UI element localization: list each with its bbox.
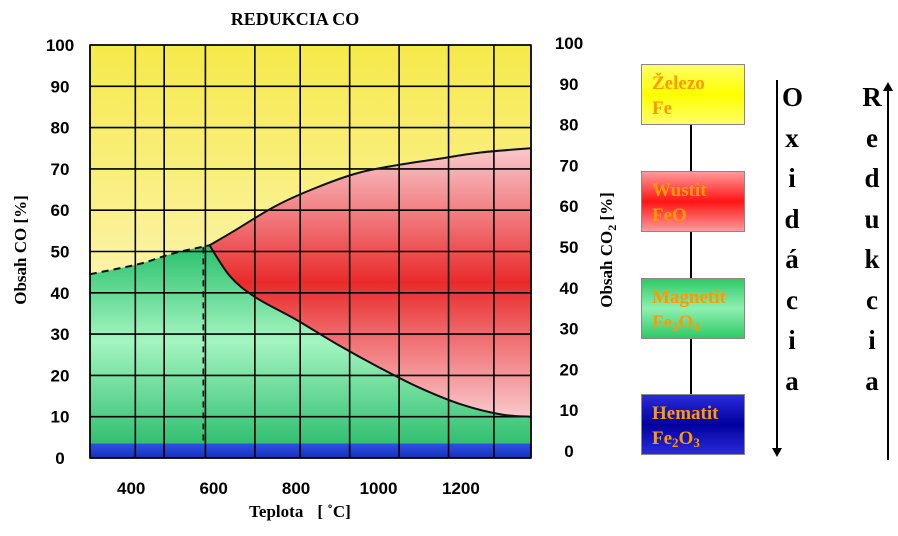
stage-name-zelezo: Železo xyxy=(652,73,705,94)
stage-box-zelezo: Železo Fe xyxy=(641,64,745,125)
oxidacia-letter: O xyxy=(782,82,804,112)
y-axis-right-label: Obsah CO2 [%] xyxy=(597,192,619,308)
stage-formula-fe: Fe xyxy=(652,98,673,119)
redukcia-letter: k xyxy=(864,244,880,274)
oxidacia-arrow-head xyxy=(772,448,782,457)
stage-name-magnetit: Magnetit xyxy=(652,287,726,308)
x-axis-title: Teplota xyxy=(249,502,304,521)
stage-box-wustit: Wustit FeO xyxy=(641,171,745,232)
stage-connector-line xyxy=(690,123,692,398)
y-tick-label: 100 xyxy=(46,36,74,55)
oxidacia-letter: x xyxy=(785,122,799,153)
y-right-tick-label: 0 xyxy=(564,442,573,461)
y-axis-right-unit: [%] xyxy=(597,192,616,225)
y-tick-label: 80 xyxy=(51,119,70,138)
y-axis-label: Obsah CO [%] xyxy=(11,195,30,305)
x-axis-label: Teplota [ ˚C] xyxy=(249,502,351,521)
region-magnetit xyxy=(90,245,531,458)
y-right-tick-label: 30 xyxy=(560,320,579,339)
y-axis-right-title: Obsah CO xyxy=(597,231,616,308)
formula-fe3o4-sub-4: 4 xyxy=(693,319,700,334)
redukcia-letter: c xyxy=(866,284,878,315)
plot-frame xyxy=(89,44,532,459)
y-tick-label: 90 xyxy=(51,77,70,96)
stage-formula-fe3o4: Fe3O4 xyxy=(652,313,700,333)
oxidacia-letter: c xyxy=(786,284,798,315)
formula-fe2o3-o: O xyxy=(678,428,694,449)
x-tick-label: 400 xyxy=(117,479,145,498)
redukcia-letter: u xyxy=(864,203,880,234)
redukcia-letter: e xyxy=(866,122,878,153)
redukcia-letter: i xyxy=(868,325,876,355)
y-tick-label: 60 xyxy=(51,201,70,220)
oxidacia-letter: i xyxy=(788,325,796,355)
chart-title: REDUKCIA CO xyxy=(231,9,360,29)
y-right-tick-label: 40 xyxy=(560,279,579,298)
formula-fe2o3-fe: Fe xyxy=(652,428,673,449)
y-right-tick-label: 20 xyxy=(560,360,579,379)
y-right-tick-label: 100 xyxy=(555,34,583,53)
redukcia-letter: d xyxy=(864,163,880,193)
formula-fe3o4-sub-3: 3 xyxy=(672,319,679,334)
y-axis-right-subscript: 2 xyxy=(605,225,619,231)
oxidacia-letter: i xyxy=(788,163,796,193)
x-tick-label: 800 xyxy=(282,479,310,498)
y-tick-label: 30 xyxy=(51,325,70,344)
redukcia-arrow-line xyxy=(887,90,889,460)
region-wustit xyxy=(209,148,531,417)
stage-name-hematit: Hematit xyxy=(652,403,719,424)
stage-box-hematit: Hematit Fe2O3 xyxy=(641,394,745,455)
oxidacia-letter: a xyxy=(785,365,799,396)
boundary-feo-fe xyxy=(208,147,532,247)
formula-fe2o3-sub-3: 3 xyxy=(693,435,700,450)
x-tick-label: 600 xyxy=(199,479,227,498)
formula-fe3o4-fe: Fe xyxy=(652,312,673,333)
y-right-tick-label: 80 xyxy=(560,116,579,135)
x-axis-unit: [ ˚C] xyxy=(317,502,351,521)
oxidacia-arrow-line xyxy=(776,80,778,450)
formula-fe3o4-o: O xyxy=(678,312,694,333)
y-tick-label: 20 xyxy=(51,366,70,385)
region-hematit xyxy=(90,443,531,458)
redukcia-letter: a xyxy=(865,365,879,396)
y-tick-label: 70 xyxy=(51,160,70,179)
x-tick-label: 1200 xyxy=(442,479,480,498)
stage-box-magnetit: Magnetit Fe3O4 xyxy=(641,278,745,339)
y-right-tick-label: 50 xyxy=(560,238,579,257)
y-tick-label: 40 xyxy=(51,284,70,303)
y-tick-label: 10 xyxy=(51,408,70,427)
y-right-tick-label: 60 xyxy=(560,197,579,216)
stage-name-wustit: Wustit xyxy=(652,180,707,201)
oxidacia-letter: d xyxy=(784,203,800,234)
y-right-tick-label: 90 xyxy=(560,75,579,94)
oxidacia-letter: á xyxy=(785,244,799,274)
x-tick-label: 1000 xyxy=(360,479,398,498)
y-right-tick-label: 10 xyxy=(560,401,579,420)
redukcia-arrow-head xyxy=(883,82,893,91)
redukcia-letter: R xyxy=(862,82,882,112)
boundary-fe3o4-feo xyxy=(208,244,532,418)
y-right-tick-label: 70 xyxy=(560,156,579,175)
y-tick-label: 50 xyxy=(51,243,70,262)
formula-fe2o3-sub-2: 2 xyxy=(672,435,679,450)
stage-formula-feo: FeO xyxy=(652,205,687,226)
y-tick-label: 0 xyxy=(55,449,64,468)
stage-formula-fe2o3: Fe2O3 xyxy=(652,429,700,449)
